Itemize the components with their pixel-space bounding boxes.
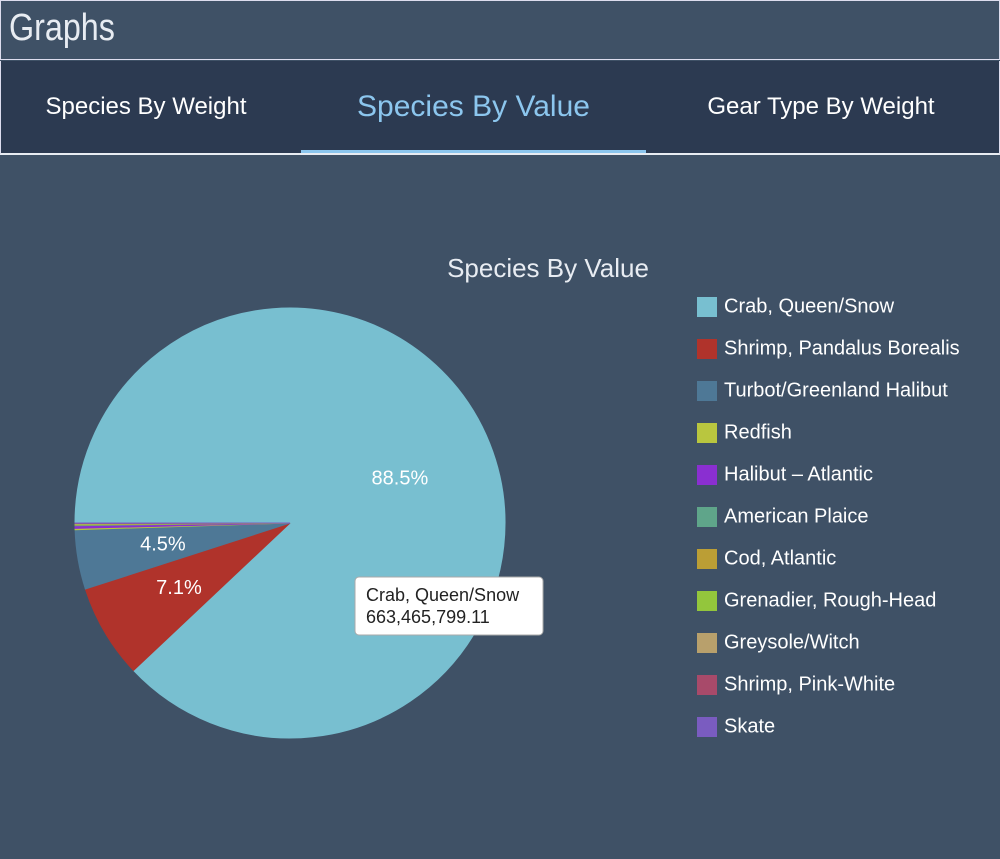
legend-swatch (697, 633, 717, 653)
legend-label: Grenadier, Rough-Head (724, 589, 936, 611)
tab-bar: Species By Weight Species By Value Gear Ty… (0, 61, 1000, 155)
header: Graphs (0, 0, 1000, 60)
legend-label: Halibut – Atlantic (724, 463, 873, 485)
tooltip-box (354, 576, 544, 636)
tooltip-name: Crab, Queen/Snow (366, 585, 520, 605)
legend-label: Shrimp, Pandalus Borealis (724, 337, 960, 359)
data-label: 4.5% (140, 533, 186, 555)
legend-swatch (697, 339, 717, 359)
legend-swatch (697, 507, 717, 527)
legend-label: Crab, Queen/Snow (724, 295, 895, 317)
legend-label: Skate (724, 715, 775, 737)
legend-swatch (697, 717, 717, 737)
legend-swatch (697, 423, 717, 443)
data-label: 88.5% (372, 468, 429, 490)
tab[interactable]: Gear Type By Weight (707, 93, 935, 120)
data-label: 7.1% (156, 577, 202, 599)
legend-label: Turbot/Greenland Halibut (724, 379, 948, 401)
tab[interactable]: Species By Weight (45, 93, 247, 120)
legend-label: American Plaice (724, 505, 869, 527)
legend-swatch (697, 591, 717, 611)
legend-swatch (697, 297, 717, 317)
header-title: Graphs (9, 7, 115, 49)
tooltip-value: 663,465,799.11 (366, 607, 490, 627)
legend-label: Cod, Atlantic (724, 547, 836, 569)
legend-label: Shrimp, Pink-White (724, 673, 895, 695)
legend-label: Greysole/Witch (724, 631, 860, 653)
legend-swatch (697, 465, 717, 485)
legend-swatch (697, 549, 717, 569)
tab[interactable]: Species By Value (301, 61, 646, 153)
legend-swatch (697, 381, 717, 401)
chart: Species By Value 88.5% 7.1% 4.5% Crab, Queen… (74, 253, 960, 739)
legend-swatch (697, 675, 717, 695)
chart-title: Species By Value (447, 253, 649, 283)
legend-label: Redfish (724, 421, 792, 443)
